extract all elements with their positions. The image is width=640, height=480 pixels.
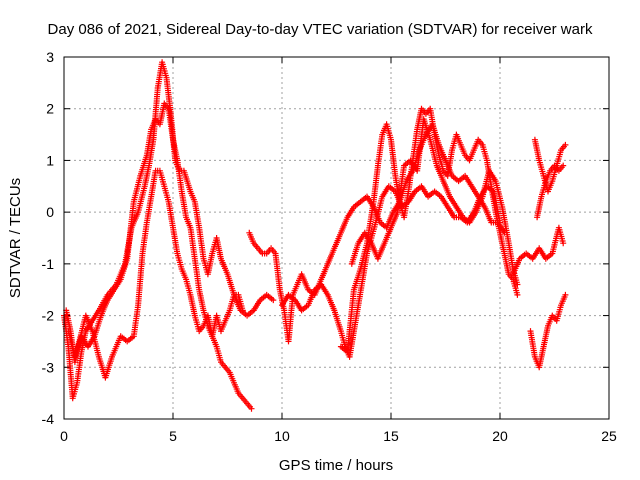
y-tick-label: -3 [42,359,55,375]
series-track-3 [65,100,255,412]
data-points [61,59,569,412]
x-axis-label: GPS time / hours [279,457,393,474]
y-tick-label: 2 [46,101,54,117]
series-track-6 [337,105,521,355]
x-tick-label: 15 [383,428,399,444]
plot-frame [63,56,610,420]
data-point [560,240,567,247]
x-tick-label: 0 [60,428,68,444]
y-tick-label: -2 [42,308,55,324]
y-tick-label: 1 [46,152,54,168]
x-tick-label: 20 [492,428,508,444]
series-track-7 [348,116,521,288]
grid [64,57,609,419]
y-tick-label: -1 [42,256,55,272]
x-tick-label: 25 [601,428,617,444]
data-point [270,297,277,304]
x-tick-label: 10 [274,428,290,444]
y-tick-label: 3 [46,49,54,65]
data-point [562,291,569,298]
data-point [514,291,521,298]
data-point [248,405,255,412]
data-point [514,281,521,288]
chart-title: Day 086 of 2021, Sidereal Day-to-day VTE… [48,21,593,38]
y-tick-label: -4 [42,411,55,427]
y-axis-label: SDTVAR / TECUs [7,178,24,298]
x-tick-label: 5 [169,428,177,444]
series-track-10 [534,162,567,221]
series-track-8 [510,224,567,278]
data-point [562,141,569,148]
data-point [239,307,246,314]
data-point [560,162,567,169]
y-tick-label: 0 [46,204,54,220]
series-track-11 [527,291,569,371]
